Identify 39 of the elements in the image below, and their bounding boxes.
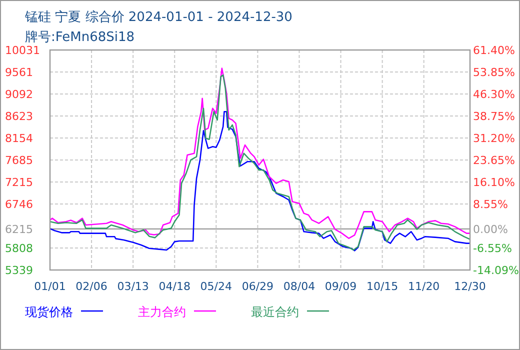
y2-tick-label: 61.40% xyxy=(473,44,515,57)
y2-tick-label: 31.20% xyxy=(473,132,515,146)
y2-tick-label: 16.10% xyxy=(473,176,515,190)
chart-title: 锰硅 宁夏 综合价 2024-01-01 - 2024-12-30 xyxy=(24,9,292,25)
x-tick-label: 12/30 xyxy=(454,280,486,293)
y-tick-label: 9092 xyxy=(5,88,33,102)
y2-tick-label: -14.09% xyxy=(473,264,519,277)
y-tick-label: 8623 xyxy=(5,110,33,124)
x-tick-label: 02/06 xyxy=(76,280,108,293)
chart-subtitle: 牌号:FeMn68Si18 xyxy=(25,30,135,45)
legend-label: 现货价格 xyxy=(25,305,73,319)
x-tick-label: 09/09 xyxy=(324,280,357,293)
x-tick-label: 08/04 xyxy=(283,280,316,293)
y2-tick-label: 0.00% xyxy=(473,222,508,236)
line-series xyxy=(49,111,471,252)
y-tick-label: 6215 xyxy=(5,222,33,236)
y-tick-label: 9561 xyxy=(5,66,33,80)
x-tick-label: 05/24 xyxy=(200,280,232,293)
y2-tick-label: 46.30% xyxy=(473,88,515,102)
x-tick-label: 03/13 xyxy=(117,280,149,293)
y2-tick-label: 23.65% xyxy=(473,154,515,168)
legend-label: 主力合约 xyxy=(138,305,186,319)
y2-tick-label: 8.55% xyxy=(473,198,508,212)
x-tick-label: 06/29 xyxy=(242,280,274,293)
y-tick-label: 5808 xyxy=(5,242,33,256)
x-tick-label: 11/20 xyxy=(408,280,440,293)
y-tick-label: 5339 xyxy=(5,264,33,277)
x-tick-label: 01/01 xyxy=(34,280,66,293)
x-tick-label: 10/15 xyxy=(366,280,398,293)
y2-tick-label: 53.85% xyxy=(473,66,515,80)
y-tick-label: 7215 xyxy=(5,176,33,190)
y-tick-label: 6746 xyxy=(5,198,33,212)
y-tick-label: 10031 xyxy=(5,44,40,57)
y2-tick-label: -6.55% xyxy=(473,242,512,256)
y-tick-label: 7685 xyxy=(5,154,33,167)
x-tick-label: 04/18 xyxy=(158,280,190,293)
legend-label: 最近合约 xyxy=(251,305,299,319)
y2-tick-label: 38.75% xyxy=(473,110,515,124)
y-tick-label: 8154 xyxy=(5,132,33,146)
